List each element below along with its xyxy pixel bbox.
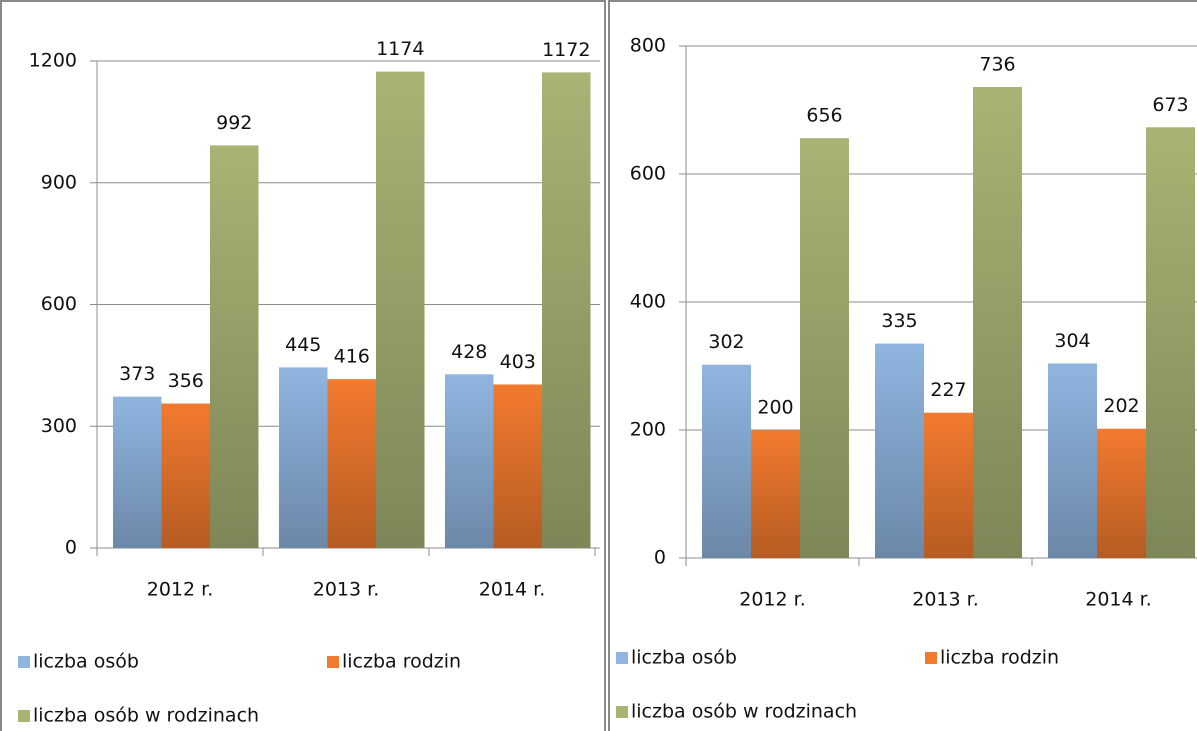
bar-shade (113, 396, 162, 548)
bar-shade (702, 364, 751, 558)
x-tick-label: 2012 r. (739, 589, 806, 611)
y-tick-label: 0 (654, 547, 666, 569)
legend-swatch (616, 652, 628, 664)
bar-shade (973, 86, 1022, 559)
x-tick-label: 2013 r. (313, 579, 380, 601)
y-tick-label: 300 (41, 415, 77, 437)
bar-shade (445, 374, 494, 548)
bar-shade (751, 430, 800, 558)
bar-shade (924, 412, 973, 558)
value-label: 992 (216, 112, 252, 134)
x-tick-label: 2013 r. (912, 589, 979, 611)
y-tick-label: 900 (41, 171, 77, 193)
value-label: 335 (881, 310, 917, 332)
bar-shade (327, 379, 376, 548)
value-label: 416 (334, 346, 370, 368)
value-label: 202 (1103, 395, 1139, 417)
legend-label: liczba osób (631, 647, 737, 669)
legend-label: liczba osób (33, 651, 139, 673)
value-label: 227 (930, 379, 966, 401)
value-label: 673 (1152, 94, 1188, 116)
value-label: 428 (451, 341, 487, 363)
bar-shade (542, 72, 591, 548)
value-label: 445 (285, 334, 321, 356)
legend-swatch (18, 710, 30, 722)
y-tick-label: 200 (630, 419, 666, 441)
value-label: 736 (979, 53, 1015, 75)
panel-border (0, 0, 606, 731)
y-tick-label: 600 (41, 293, 77, 315)
panel-border (608, 0, 1197, 731)
x-tick-label: 2014 r. (479, 579, 546, 601)
bar-shade (493, 384, 542, 548)
value-label: 656 (806, 105, 842, 127)
y-tick-label: 1200 (29, 50, 77, 72)
bar-shade (1146, 127, 1195, 558)
legend-label: liczba rodzin (342, 651, 461, 673)
y-tick-label: 800 (630, 35, 666, 57)
value-label: 304 (1054, 330, 1090, 352)
legend-label: liczba osób w rodzinach (631, 701, 857, 723)
value-label: 302 (708, 331, 744, 353)
y-tick-label: 600 (630, 163, 666, 185)
x-tick-label: 2014 r. (1085, 589, 1152, 611)
legend-swatch (616, 706, 628, 718)
bar-shade (875, 343, 924, 558)
value-label: 356 (168, 370, 204, 392)
bar-shade (279, 367, 328, 548)
bar-shade (1097, 428, 1146, 558)
y-tick-label: 400 (630, 291, 666, 313)
bar-shade (376, 71, 425, 548)
legend-label: liczba osób w rodzinach (33, 705, 259, 727)
value-label: 373 (119, 363, 155, 385)
value-label: 1174 (376, 38, 424, 60)
bar-shade (800, 138, 849, 558)
legend-label: liczba rodzin (940, 647, 1059, 669)
value-label: 403 (500, 351, 536, 373)
y-tick-label: 0 (65, 537, 77, 559)
value-label: 1172 (542, 39, 590, 61)
x-tick-label: 2012 r. (147, 579, 214, 601)
bar-shade (1048, 363, 1097, 558)
bar-shade (210, 145, 259, 548)
legend-swatch (327, 656, 339, 668)
legend-swatch (925, 652, 937, 664)
value-label: 200 (757, 397, 793, 419)
legend-swatch (18, 656, 30, 668)
bar-shade (161, 403, 210, 548)
